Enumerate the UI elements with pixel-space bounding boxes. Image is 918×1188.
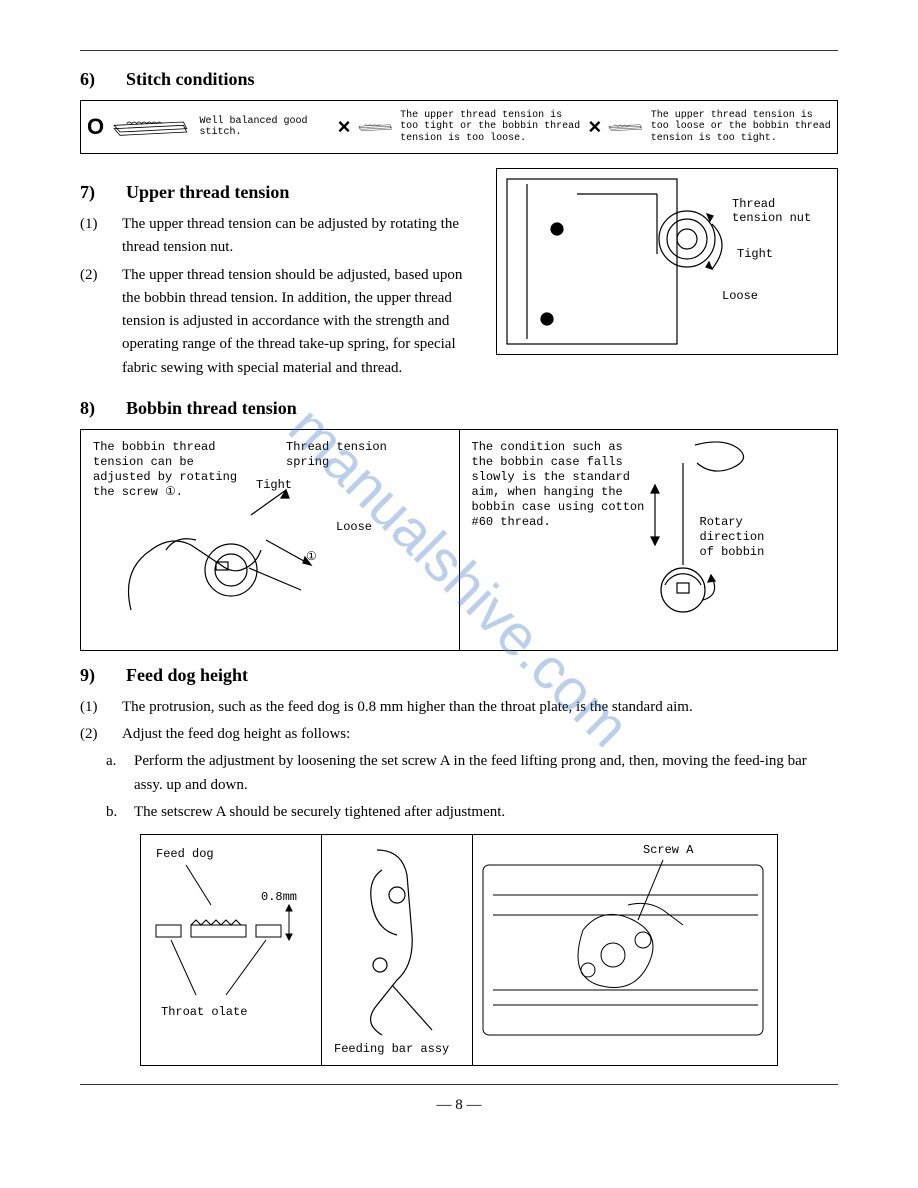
- section-6-title: Stitch conditions: [126, 69, 255, 90]
- bad-mark-icon: ×: [588, 114, 601, 139]
- bobbin-right-cell: The condition such as the bobbin case fa…: [460, 430, 838, 650]
- page: manualshive.com 6) Stitch conditions O W…: [0, 0, 918, 1154]
- section-7-heading: 7) Upper thread tension: [80, 182, 480, 203]
- feed-dog-right-cell: Screw A: [473, 835, 777, 1065]
- section-9-heading: 9) Feed dog height: [80, 665, 838, 686]
- good-mark-icon: O: [87, 114, 104, 139]
- s9-item-2: (2) Adjust the feed dog height as follow…: [80, 723, 838, 746]
- s9-item-2-text: Adjust the feed dog height as follows:: [122, 723, 838, 746]
- stitch-loose-diagram: [607, 107, 645, 147]
- upper-tension-figure: Thread tension nut Tight Loose: [496, 168, 838, 355]
- bobbin-right-diagram: [635, 435, 805, 625]
- stitch-good: O Well balanced good stitch.: [87, 107, 330, 147]
- stitch-tight: × The upper thread tension is too tight …: [338, 107, 581, 147]
- stitch-good-diagram: [110, 107, 193, 147]
- bobbin-figure-row: The bobbin thread tension can be adjuste…: [80, 429, 838, 651]
- bobbin-left-diagram: [111, 480, 331, 630]
- section-7-num: 7): [80, 182, 108, 203]
- s9-item-b-num: b.: [106, 801, 124, 824]
- throat-plate-label: Throat olate: [161, 1005, 247, 1020]
- tension-tight-label: Tight: [737, 247, 773, 261]
- s7-item-2: (2) The upper thread tension should be a…: [80, 264, 480, 380]
- bobbin-right-text: The condition such as the bobbin case fa…: [472, 440, 652, 530]
- section-9-title: Feed dog height: [126, 665, 248, 686]
- feed-dog-mid-cell: Feeding bar assy: [322, 835, 473, 1065]
- screw-a-label: Screw A: [643, 843, 693, 858]
- s9-item-a-text: Perform the adjustment by loosening the …: [134, 750, 838, 797]
- s7-item-2-num: (2): [80, 264, 108, 380]
- bobbin-spring-label: Thread tension spring: [286, 440, 396, 470]
- s9-item-1-text: The protrusion, such as the feed dog is …: [122, 696, 838, 719]
- feed-dog-left-diagram: [141, 835, 321, 1065]
- section-8-title: Bobbin thread tension: [126, 398, 297, 419]
- bad-mark-icon: ×: [338, 114, 351, 139]
- section-9-num: 9): [80, 665, 108, 686]
- section-8-num: 8): [80, 398, 108, 419]
- feed-dog-label: Feed dog: [156, 847, 214, 862]
- s9-item-b-text: The setscrew A should be securely tighte…: [134, 801, 838, 824]
- stitch-good-text: Well balanced good stitch.: [200, 116, 330, 139]
- stitch-tight-text: The upper thread tension is too tight or…: [400, 110, 580, 145]
- bobbin-left-cell: The bobbin thread tension can be adjuste…: [81, 430, 460, 650]
- section-6-heading: 6) Stitch conditions: [80, 69, 838, 90]
- s9-item-b: b. The setscrew A should be securely tig…: [106, 801, 838, 824]
- page-number: — 8 —: [80, 1097, 838, 1114]
- section-7-title: Upper thread tension: [126, 182, 289, 203]
- s9-item-a: a. Perform the adjustment by loosening t…: [106, 750, 838, 797]
- s7-item-1: (1) The upper thread tension can be adju…: [80, 213, 480, 260]
- bobbin-loose-label: Loose: [336, 520, 372, 535]
- stitch-loose-text: The upper thread tension is too loose or…: [651, 110, 831, 145]
- tension-loose-label: Loose: [722, 289, 758, 303]
- feed-dog-mid-diagram: [322, 835, 472, 1045]
- bottom-rule: [80, 1084, 838, 1085]
- feed-dog-height-label: 0.8mm: [261, 890, 297, 905]
- s7-item-1-num: (1): [80, 213, 108, 260]
- stitch-conditions-box: O Well balanced good stitch. × The upper…: [80, 100, 838, 154]
- stitch-tight-diagram: [357, 107, 395, 147]
- feed-dog-figure-row: Feed dog 0.8mm Throat olate Fe: [140, 834, 778, 1066]
- section-6-num: 6): [80, 69, 108, 90]
- s7-item-1-text: The upper thread tension can be adjusted…: [122, 213, 480, 260]
- s9-item-2-num: (2): [80, 723, 108, 746]
- stitch-loose: × The upper thread tension is too loose …: [588, 107, 831, 147]
- s9-item-1: (1) The protrusion, such as the feed dog…: [80, 696, 838, 719]
- tension-nut-label: Thread tension nut: [732, 197, 822, 225]
- s7-item-2-text: The upper thread tension should be adjus…: [122, 264, 480, 380]
- feed-dog-left-cell: Feed dog 0.8mm Throat olate: [141, 835, 322, 1065]
- top-rule: [80, 50, 838, 51]
- feeding-bar-label: Feeding bar assy: [334, 1042, 449, 1057]
- feed-dog-right-diagram: [473, 835, 773, 1065]
- s9-item-a-num: a.: [106, 750, 124, 797]
- s9-item-1-num: (1): [80, 696, 108, 719]
- section-8-heading: 8) Bobbin thread tension: [80, 398, 838, 419]
